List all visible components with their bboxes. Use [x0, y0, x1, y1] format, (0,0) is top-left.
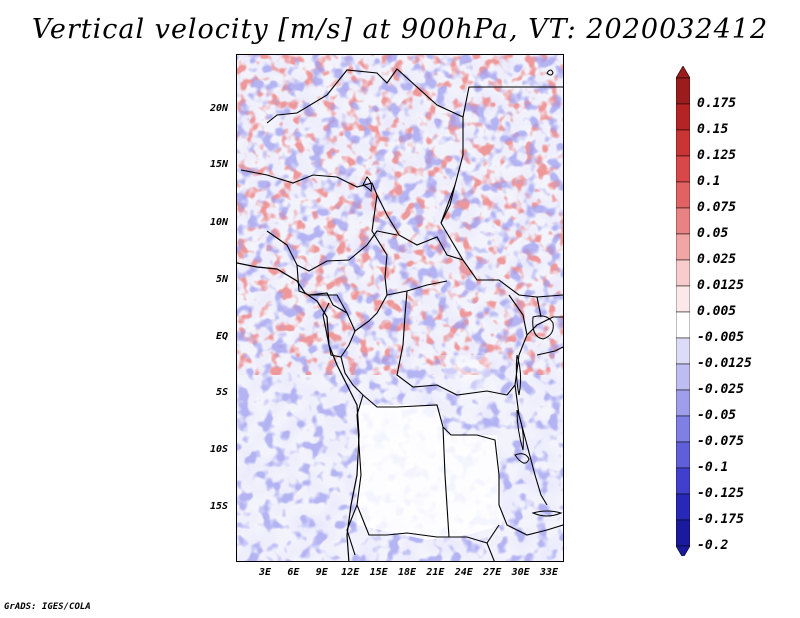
- colorbar-label: 0.0125: [697, 278, 744, 293]
- colorbar-segment: [676, 207, 690, 235]
- colorbar-label: -0.075: [697, 434, 744, 449]
- lon-tick-label: 21E: [426, 567, 445, 578]
- colorbar-segment: [676, 233, 690, 261]
- colorbar-label: -0.005: [697, 330, 744, 345]
- colorbar: [676, 66, 690, 556]
- lat-tick-label: 20N: [209, 103, 228, 114]
- colorbar-segment: [676, 415, 690, 443]
- lat-tick-label: 5N: [215, 274, 228, 285]
- lat-tick-label: 15N: [209, 159, 228, 170]
- map-panel: [236, 54, 564, 562]
- chart-title: Vertical velocity [m/s] at 900hPa, VT: 2…: [31, 14, 769, 45]
- colorbar-segment: [676, 467, 690, 495]
- colorbar-segment: [676, 493, 690, 521]
- colorbar-label: 0.05: [697, 226, 729, 241]
- colorbar-segment: [676, 129, 690, 157]
- lat-tick-label: 5S: [215, 387, 228, 398]
- colorbar-arrow-bottom: [676, 545, 690, 556]
- colorbar-label: -0.175: [697, 512, 744, 527]
- lon-tick-label: 18E: [397, 567, 417, 578]
- lat-tick-label: 10S: [209, 444, 228, 455]
- colorbar-segment: [676, 337, 690, 365]
- colorbar-segment: [676, 155, 690, 183]
- colorbar-arrow-top: [676, 66, 690, 79]
- colorbar-segment: [676, 363, 690, 391]
- colorbar-label: -0.2: [697, 538, 729, 553]
- map-field: [237, 55, 563, 561]
- colorbar-label: 0.075: [697, 200, 737, 215]
- colorbar-label: -0.1: [697, 460, 729, 475]
- lat-tick-label: EQ: [215, 331, 228, 342]
- colorbar-label: 0.125: [697, 148, 737, 163]
- colorbar-label: -0.0125: [697, 356, 752, 371]
- lon-tick-label: 12E: [341, 567, 360, 578]
- colorbar-label: 0.175: [697, 96, 737, 111]
- colorbar-segment: [676, 103, 690, 131]
- colorbar-segment: [676, 441, 690, 469]
- colorbar-label: -0.05: [697, 408, 737, 423]
- lon-tick-label: 27E: [483, 567, 502, 578]
- lon-tick-label: 30E: [511, 567, 530, 578]
- lat-tick-label: 10N: [209, 217, 228, 228]
- colorbar-label: 0.1: [697, 174, 721, 189]
- lon-tick-label: 6E: [287, 567, 300, 578]
- country-borders: [240, 68, 563, 561]
- colorbar-segment: [676, 519, 690, 547]
- colorbar-label: -0.025: [697, 382, 744, 397]
- lat-tick-label: 15S: [209, 501, 228, 512]
- lon-tick-label: 15E: [369, 567, 388, 578]
- colorbar-segment: [676, 311, 690, 339]
- colorbar-label: 0.15: [697, 122, 729, 137]
- colorbar-segment: [676, 77, 690, 105]
- lon-tick-label: 24E: [454, 567, 473, 578]
- colorbar-segment: [676, 181, 690, 209]
- colorbar-segment: [676, 285, 690, 313]
- lon-tick-label: 33E: [539, 567, 559, 578]
- colorbar-segment: [676, 389, 690, 417]
- colorbar-label: 0.025: [697, 252, 737, 267]
- lon-tick-label: 3E: [258, 567, 272, 578]
- colorbar-label: 0.005: [697, 304, 737, 319]
- lon-tick-label: 9E: [315, 567, 328, 578]
- colorbar-label: -0.125: [697, 486, 744, 501]
- colorbar-segment: [676, 259, 690, 287]
- footer-credit: GrADS: IGES/COLA: [4, 602, 91, 612]
